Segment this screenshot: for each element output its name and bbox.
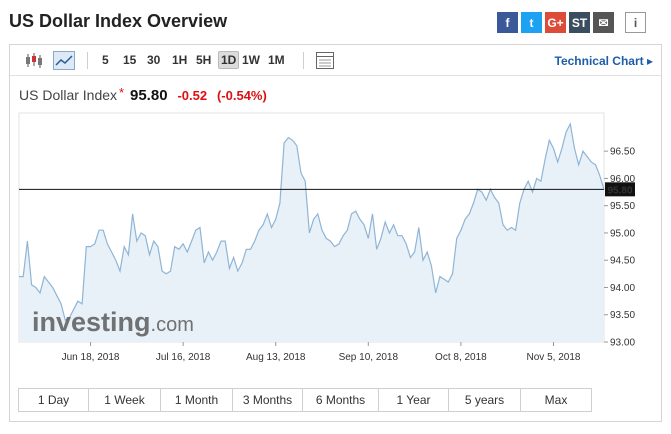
candlestick-chart-icon[interactable] (24, 51, 44, 70)
range-6-months[interactable]: 6 Months (303, 389, 379, 411)
facebook-icon[interactable]: f (497, 12, 518, 33)
range-1-month[interactable]: 1 Month (161, 389, 233, 411)
price-change-percent: (-0.54%) (216, 88, 267, 103)
page-title: US Dollar Index Overview (9, 11, 228, 31)
x-tick-label: Aug 13, 2018 (246, 352, 306, 363)
price-area-fill (19, 123, 604, 343)
interval-30[interactable]: 30 (147, 53, 161, 67)
price-change: -0.52 (177, 88, 208, 103)
range-max[interactable]: Max (544, 393, 568, 407)
range-5-years[interactable]: 5 years (449, 389, 521, 411)
x-tick-label: Oct 8, 2018 (435, 352, 487, 363)
interval-5h[interactable]: 5H (196, 53, 212, 67)
email-icon[interactable]: ✉ (593, 12, 614, 33)
range-1-week[interactable]: 1 Week (89, 389, 161, 411)
instrument-name: US Dollar Index (19, 87, 118, 103)
current-price-label: 95.80 (607, 185, 632, 196)
interval-1w[interactable]: 1W (242, 53, 260, 67)
toolbar-divider (303, 52, 304, 69)
twitter-icon[interactable]: t (521, 12, 542, 33)
area-chart-icon[interactable] (53, 51, 75, 70)
range-1-year[interactable]: 1 Year (379, 389, 449, 411)
last-price: 95.80 (130, 87, 168, 104)
toolbar-divider (87, 52, 88, 69)
y-tick-label: 94.00 (610, 283, 635, 294)
stocktwits-icon[interactable]: ST (569, 12, 590, 33)
y-tick-label: 96.50 (610, 147, 635, 158)
investing-logo: investing.com (32, 307, 194, 337)
range-selector: 1 Day 1 Week 1 Month 3 Months 6 Months 1 Year… (18, 388, 592, 412)
price-line (19, 122, 605, 322)
interval-5[interactable]: 5 (102, 53, 109, 67)
range-3-months[interactable]: 3 Months (233, 389, 303, 411)
chart-toolbar: 5 15 30 1H 5H 1D 1W 1M Technical Chart ▸ (10, 45, 661, 76)
logo-brand: investing (32, 307, 151, 337)
google-plus-icon[interactable]: G+ (545, 12, 566, 33)
y-tick-label: 94.50 (610, 256, 635, 267)
realtime-star-icon: * (119, 85, 125, 100)
x-tick-label: Nov 5, 2018 (527, 352, 581, 363)
current-price-tag (605, 182, 635, 197)
y-tick-label: 95.00 (610, 228, 635, 239)
technical-chart-link[interactable]: Technical Chart ▸ (554, 54, 654, 68)
y-tick-label: 95.50 (610, 201, 635, 212)
interval-1m[interactable]: 1M (268, 53, 285, 67)
x-tick-label: Jul 16, 2018 (156, 352, 211, 363)
range-1-day[interactable]: 1 Day (19, 389, 89, 411)
x-tick-label: Sep 10, 2018 (339, 352, 399, 363)
price-chart: 93.00 93.50 94.00 94.50 95.00 95.50 96.00 96.50… (18, 112, 635, 363)
x-tick-label: Jun 18, 2018 (62, 352, 120, 363)
quote-header: US Dollar Index * 95.80 -0.52 (-0.54%) (19, 85, 267, 104)
interval-1h[interactable]: 1H (172, 53, 188, 67)
logo-suffix: .com (151, 314, 194, 336)
chart-widget: 5 15 30 1H 5H 1D 1W 1M Technical Chart ▸ US Dol… (9, 44, 662, 422)
y-tick-label: 93.50 (610, 310, 635, 321)
interval-1d[interactable]: 1D (218, 51, 240, 69)
table-view-icon[interactable] (315, 51, 335, 70)
share-toolbar: f t G+ ST ✉ i (497, 12, 646, 33)
interval-15[interactable]: 15 (123, 53, 137, 67)
y-tick-label: 93.00 (610, 338, 635, 349)
y-tick-label: 96.00 (610, 174, 635, 185)
info-icon[interactable]: i (625, 12, 646, 33)
